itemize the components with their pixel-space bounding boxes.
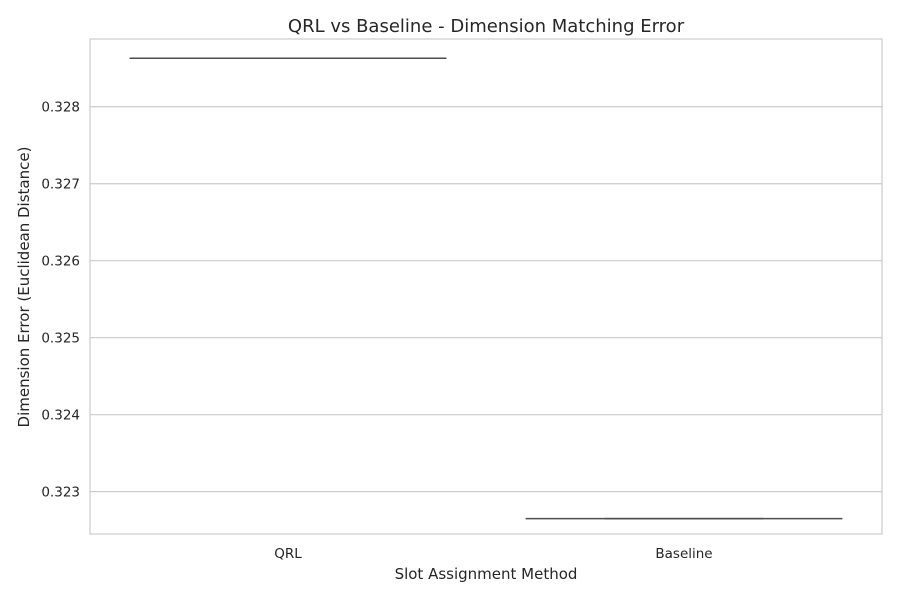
chart-title: QRL vs Baseline - Dimension Matching Err… [288,16,685,37]
plot-area-frame [89,38,883,535]
y-axis-label: Dimension Error (Euclidean Distance) [15,147,33,428]
x-axis-label: Slot Assignment Method [395,565,578,583]
y-tick-label: 0.328 [41,100,80,116]
y-tick-label: 0.325 [41,331,80,347]
x-tick-labels: QRL Baseline [274,546,712,562]
box-marks [129,57,843,520]
y-tick-label: 0.324 [41,408,80,424]
y-tick-labels: 0.323 0.324 0.325 0.326 0.327 0.328 [41,100,80,501]
y-tick-label: 0.326 [41,254,80,270]
grid-lines [90,106,882,493]
y-tick-label: 0.327 [41,177,80,193]
y-tick-label: 0.323 [41,485,80,501]
x-tick-label: Baseline [655,546,712,562]
x-tick-label: QRL [274,546,302,562]
